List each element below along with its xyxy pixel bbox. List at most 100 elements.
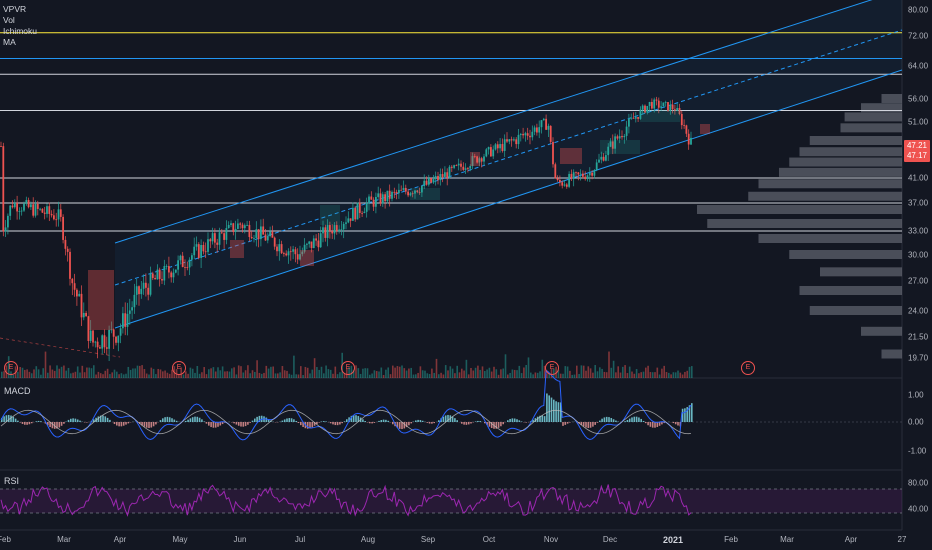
candle-body: [25, 200, 28, 204]
volume-bar: [635, 369, 638, 378]
earnings-marker-icon[interactable]: E: [4, 361, 18, 375]
macd-histogram-bar: [47, 422, 49, 426]
volume-bar: [242, 372, 245, 378]
volume-bar: [81, 365, 84, 378]
rsi-label[interactable]: RSI: [4, 476, 20, 486]
macd-histogram-bar: [408, 422, 410, 426]
volume-bar: [205, 374, 208, 378]
candle-body: [602, 156, 605, 161]
volume-bar: [274, 373, 277, 378]
indicator-ichimoku[interactable]: Ichimoku: [3, 26, 38, 36]
volume-bar: [362, 368, 364, 378]
volume-bar: [472, 370, 475, 378]
macd-histogram-bar: [214, 422, 217, 428]
volume-profile-bar: [881, 349, 902, 359]
price-tick-label: 19.70: [908, 353, 929, 363]
macd-histogram-bar: [99, 415, 102, 422]
macd-histogram-bar: [19, 422, 21, 423]
time-tick-label: Apr: [844, 535, 858, 544]
candle-body: [227, 224, 230, 229]
volume-bar: [17, 371, 19, 378]
volume-bar: [150, 367, 153, 378]
earnings-marker-icon[interactable]: E: [545, 361, 559, 375]
candle-body: [598, 159, 600, 163]
candle-body: [561, 182, 564, 186]
macd-histogram-bar: [281, 420, 284, 422]
macd-histogram-bar: [205, 422, 208, 424]
macd-histogram-bar: [237, 422, 240, 426]
time-tick-label: Apr: [113, 535, 127, 544]
macd-histogram-bar: [371, 422, 373, 424]
volume-bar: [677, 370, 679, 378]
macd-histogram-bar: [56, 422, 58, 429]
macd-histogram-bar: [244, 422, 247, 427]
volume-bar: [640, 372, 642, 378]
macd-histogram-bar: [474, 421, 477, 422]
earnings-marker-icon[interactable]: E: [172, 361, 186, 375]
candle-body: [483, 156, 485, 162]
volume-bar: [484, 370, 486, 378]
candle-body: [552, 141, 554, 165]
macd-histogram-bar: [116, 422, 118, 426]
candle-body: [41, 208, 44, 213]
indicator-vpvr[interactable]: VPVR: [3, 4, 27, 14]
candle-body: [480, 158, 483, 162]
candle-body: [191, 255, 193, 260]
candle-body: [605, 155, 607, 161]
macd-histogram-bar: [203, 421, 205, 422]
candle-body: [616, 136, 619, 139]
volume-bar: [541, 359, 544, 378]
macd-histogram-bar: [569, 422, 571, 423]
earnings-marker-icon[interactable]: E: [741, 361, 755, 375]
volume-profile-bar: [840, 123, 902, 133]
candle-body: [110, 329, 113, 331]
volume-bar: [415, 374, 417, 378]
candle-body: [524, 133, 527, 136]
volume-bar: [571, 374, 573, 378]
candle-body: [9, 205, 12, 216]
macd-histogram-bar: [348, 417, 350, 422]
candle-body: [177, 260, 179, 270]
candle-body: [354, 207, 357, 220]
macd-histogram-bar: [647, 422, 649, 426]
indicator-ma[interactable]: MA: [3, 37, 16, 47]
volume-bar: [378, 371, 380, 378]
macd-histogram-bar: [162, 418, 164, 422]
volume-bar: [580, 365, 583, 378]
earnings-marker-icon[interactable]: E: [341, 361, 355, 375]
candle-body: [255, 229, 258, 238]
volume-bar: [231, 368, 233, 378]
indicator-vol[interactable]: Vol: [3, 15, 15, 25]
volume-bar: [127, 366, 130, 378]
volume-bar: [129, 369, 132, 378]
macd-label[interactable]: MACD: [4, 386, 31, 396]
volume-bar: [674, 372, 677, 378]
indicator-tick-label: -1.00: [908, 446, 927, 456]
indicator-legend[interactable]: VPVR Vol Ichimoku MA: [3, 4, 37, 48]
volume-bar: [451, 368, 454, 378]
candle-body: [338, 229, 340, 232]
candle-body: [556, 178, 559, 180]
candle-body: [508, 139, 511, 142]
macd-histogram-bar: [479, 421, 481, 422]
candle-body: [209, 239, 212, 242]
volume-bar: [83, 372, 86, 378]
macd-histogram-bar: [421, 420, 424, 422]
macd-histogram-bar: [63, 422, 65, 424]
volume-bar: [279, 372, 281, 378]
candle-body: [545, 118, 547, 130]
volume-bar: [412, 374, 415, 378]
candle-body: [388, 190, 391, 199]
candle-body: [174, 269, 177, 273]
candle-body: [220, 232, 223, 234]
macd-histogram-bar: [442, 416, 445, 422]
macd-histogram-bar: [332, 422, 334, 425]
candle-body: [156, 269, 159, 280]
volume-bar: [263, 372, 265, 378]
macd-histogram-bar: [387, 420, 389, 422]
macd-histogram-bar: [401, 422, 403, 430]
macd-histogram-bar: [592, 422, 594, 427]
candle-body: [18, 210, 21, 212]
volume-bar: [559, 373, 562, 378]
